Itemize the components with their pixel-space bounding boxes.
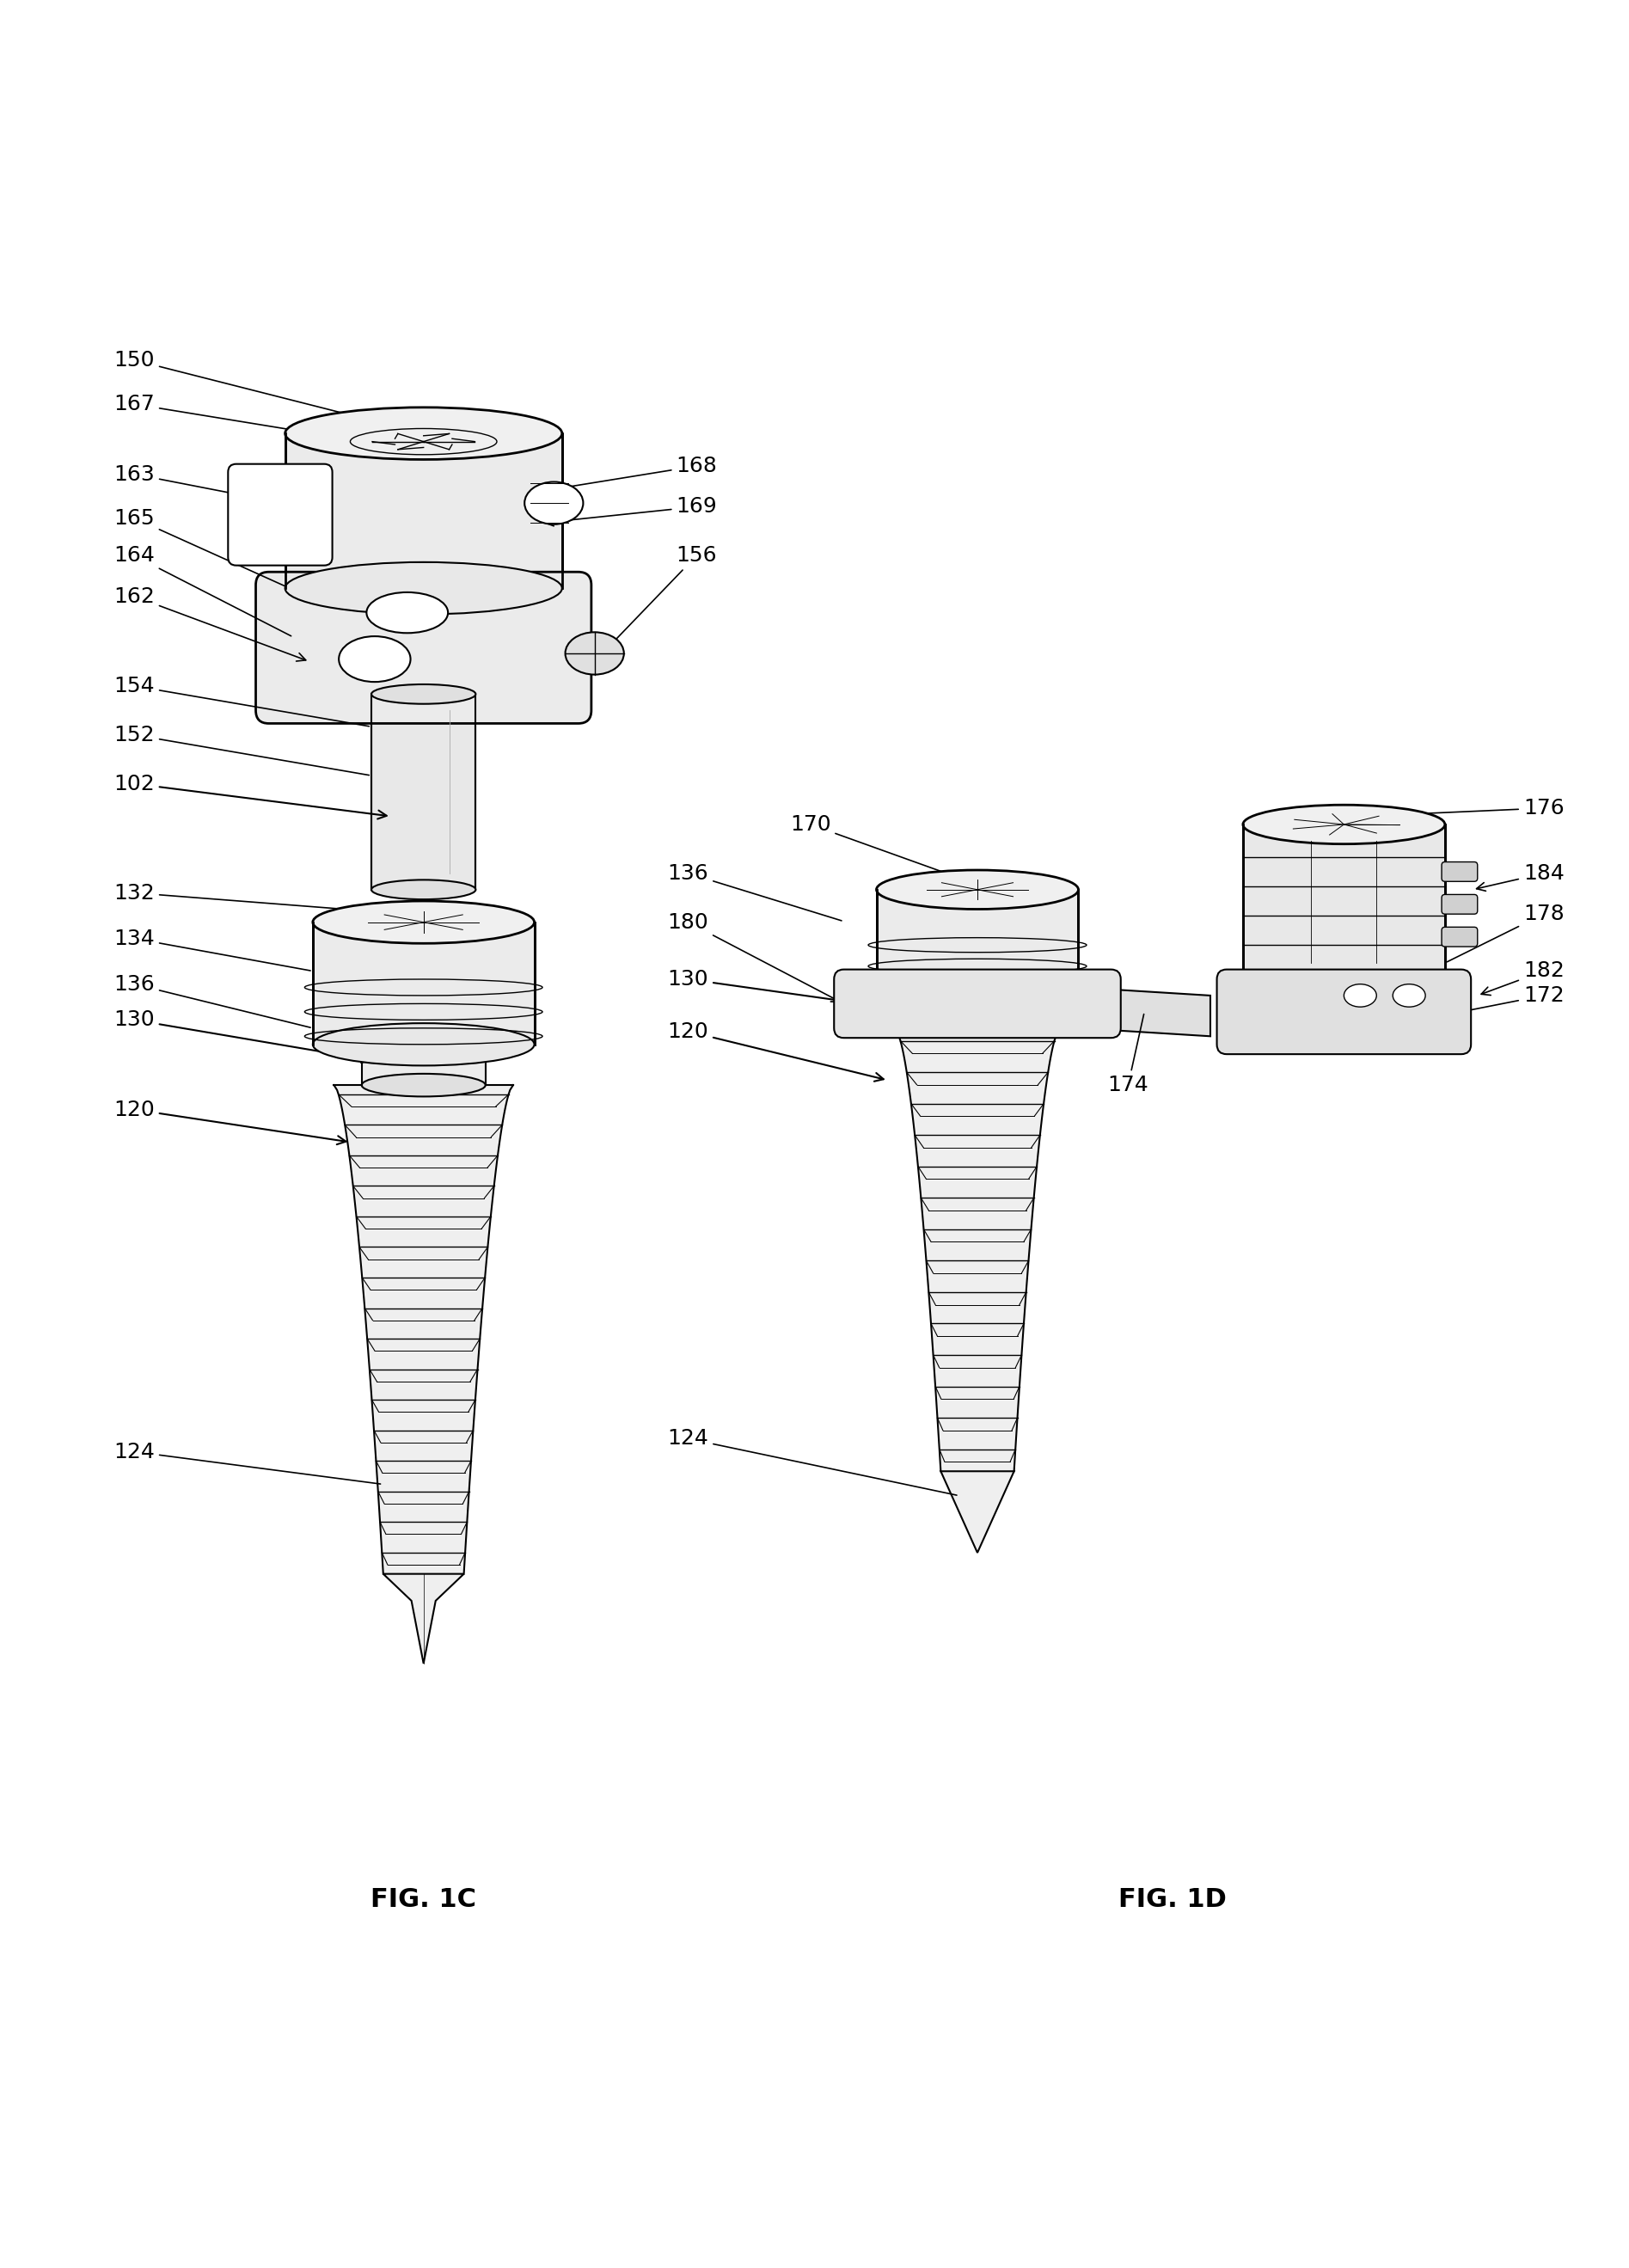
Ellipse shape (1393, 984, 1425, 1007)
Polygon shape (940, 1472, 1013, 1554)
Polygon shape (334, 1084, 513, 1574)
Text: 156: 156 (598, 544, 717, 658)
Ellipse shape (339, 637, 411, 683)
Ellipse shape (285, 562, 562, 615)
Ellipse shape (362, 1073, 485, 1095)
Polygon shape (362, 1043, 485, 1084)
FancyBboxPatch shape (228, 465, 332, 565)
FancyBboxPatch shape (1442, 862, 1478, 882)
Polygon shape (1078, 987, 1210, 1036)
Text: 124: 124 (114, 1442, 381, 1483)
Text: 170: 170 (790, 814, 966, 882)
Text: 102: 102 (114, 773, 386, 819)
Polygon shape (896, 1032, 1059, 1472)
Text: 174: 174 (1108, 1014, 1148, 1095)
Text: 165: 165 (114, 508, 324, 603)
Polygon shape (313, 923, 534, 1043)
Text: 150: 150 (114, 349, 388, 426)
Text: 167: 167 (114, 395, 332, 435)
Ellipse shape (1243, 805, 1445, 844)
FancyBboxPatch shape (834, 968, 1121, 1039)
Text: 136: 136 (114, 973, 311, 1027)
FancyBboxPatch shape (1442, 928, 1478, 946)
Ellipse shape (313, 1023, 534, 1066)
Polygon shape (285, 433, 562, 587)
Polygon shape (371, 694, 476, 889)
Polygon shape (920, 996, 1034, 1032)
Text: FIG. 1C: FIG. 1C (371, 1887, 476, 1912)
Ellipse shape (876, 871, 1078, 909)
Text: 152: 152 (114, 723, 370, 776)
Text: 176: 176 (1362, 798, 1564, 819)
Text: 136: 136 (668, 864, 842, 921)
Ellipse shape (1344, 984, 1377, 1007)
Ellipse shape (285, 408, 562, 460)
Polygon shape (876, 889, 1078, 996)
Text: 124: 124 (668, 1429, 956, 1495)
FancyBboxPatch shape (1217, 968, 1471, 1055)
Polygon shape (1243, 826, 1445, 980)
Text: 132: 132 (114, 882, 404, 916)
Text: 163: 163 (114, 465, 300, 506)
Text: 130: 130 (114, 1009, 370, 1064)
Text: 182: 182 (1481, 962, 1564, 996)
Text: 172: 172 (1463, 984, 1564, 1012)
Text: 120: 120 (668, 1021, 883, 1082)
Text: 120: 120 (114, 1100, 345, 1145)
Text: 164: 164 (114, 544, 292, 635)
Text: 178: 178 (1447, 903, 1564, 962)
Text: 180: 180 (668, 912, 841, 1002)
Text: 154: 154 (114, 676, 370, 726)
Text: 184: 184 (1476, 864, 1564, 891)
Text: 162: 162 (114, 585, 306, 662)
Polygon shape (383, 1574, 464, 1662)
Ellipse shape (367, 592, 448, 633)
Text: FIG. 1D: FIG. 1D (1119, 1887, 1227, 1912)
Text: 168: 168 (549, 456, 717, 492)
Ellipse shape (371, 685, 476, 703)
Ellipse shape (525, 481, 583, 524)
Text: 169: 169 (544, 497, 717, 526)
Ellipse shape (313, 900, 534, 943)
Text: 134: 134 (114, 928, 311, 971)
Ellipse shape (565, 633, 624, 674)
Ellipse shape (371, 880, 476, 900)
Text: 130: 130 (668, 968, 915, 1014)
FancyBboxPatch shape (1442, 894, 1478, 914)
Ellipse shape (876, 975, 1078, 1016)
FancyBboxPatch shape (256, 572, 591, 723)
